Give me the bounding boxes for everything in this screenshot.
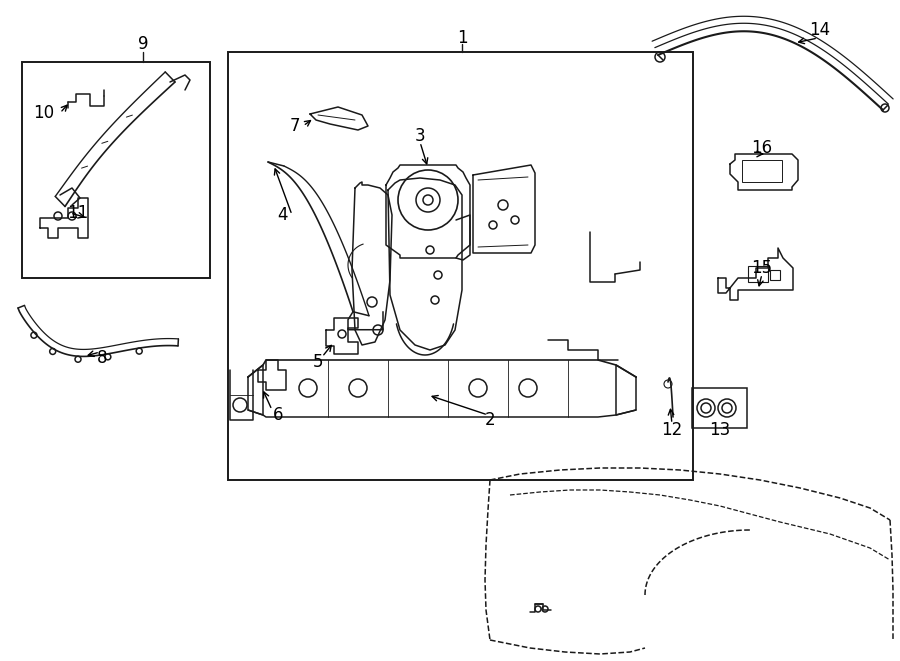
Text: 9: 9 [138,35,148,53]
Bar [742,160,782,182]
Bar [22,62,210,278]
Text: 16: 16 [752,139,772,157]
Text: 10: 10 [33,104,55,122]
Text: 12: 12 [662,421,682,439]
Text: 1: 1 [456,29,467,47]
Bar [228,52,693,480]
Bar [770,270,780,280]
Text: 13: 13 [709,421,731,439]
Text: 14: 14 [809,21,831,39]
Text: 7: 7 [290,117,301,135]
Text: 3: 3 [415,127,426,145]
Text: 2: 2 [485,411,495,429]
Text: 4: 4 [278,206,288,224]
Text: 6: 6 [273,406,284,424]
Text: 8: 8 [97,349,107,367]
Bar [692,388,747,428]
Text: 5: 5 [313,353,323,371]
Text: 15: 15 [752,259,772,277]
Bar [748,266,768,282]
Text: 11: 11 [68,204,88,222]
